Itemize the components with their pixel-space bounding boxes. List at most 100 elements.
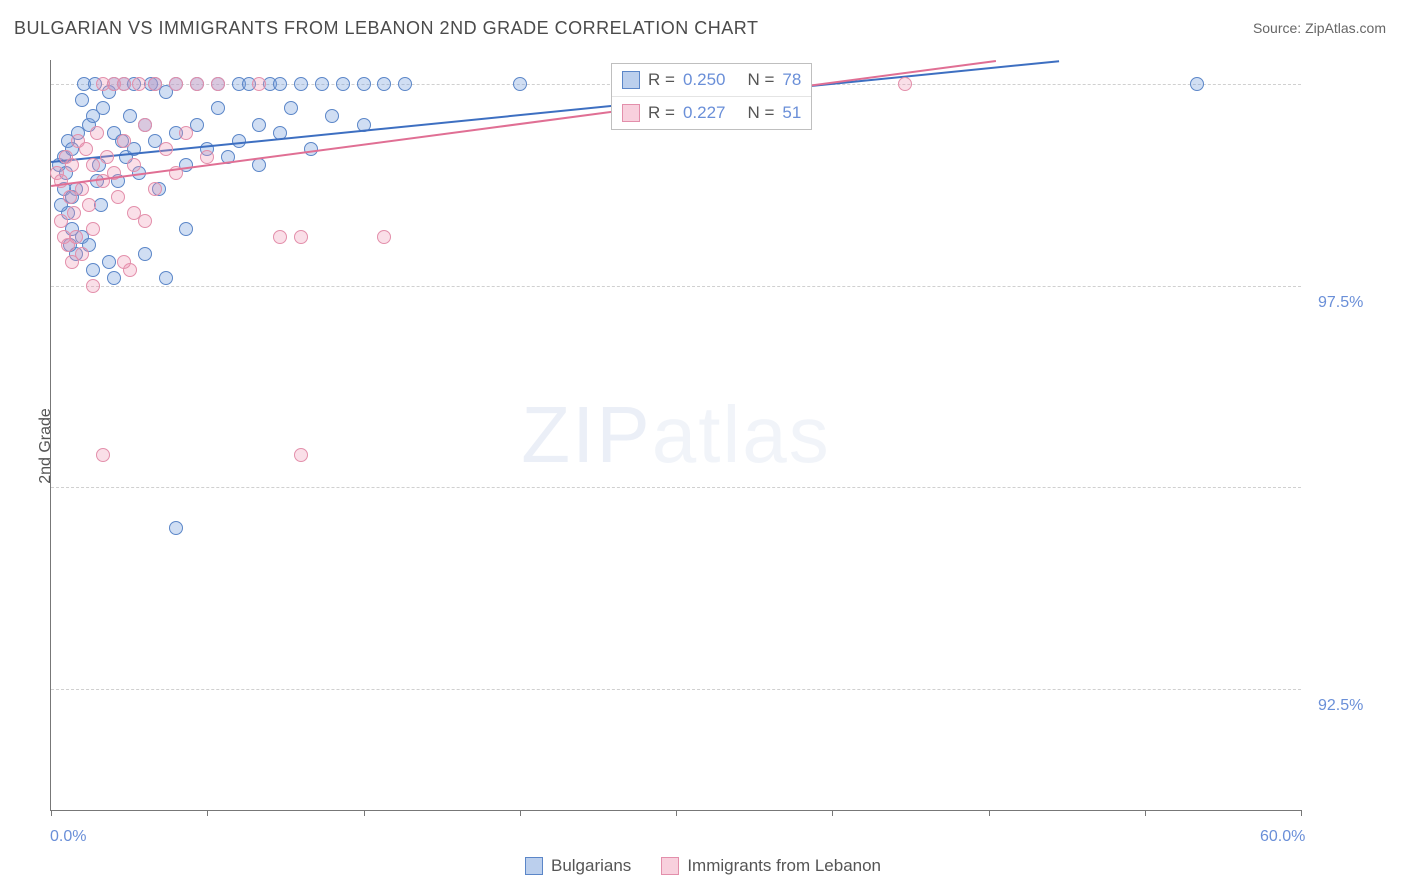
legend-item-bulgarians: Bulgarians <box>525 856 631 876</box>
data-point-bulgarians <box>377 77 391 91</box>
data-point-bulgarians <box>211 101 225 115</box>
r-value: 0.250 <box>683 70 726 90</box>
swatch-pink-icon <box>661 857 679 875</box>
data-point-bulgarians <box>107 271 121 285</box>
data-point-bulgarians <box>94 198 108 212</box>
legend-label-bulgarians: Bulgarians <box>551 856 631 876</box>
r-label: R = <box>648 70 675 90</box>
data-point-lebanon <box>169 77 183 91</box>
data-point-lebanon <box>54 214 68 228</box>
data-point-lebanon <box>138 118 152 132</box>
data-point-bulgarians <box>304 142 318 156</box>
chart-title: BULGARIAN VS IMMIGRANTS FROM LEBANON 2ND… <box>14 18 758 39</box>
data-point-lebanon <box>138 214 152 228</box>
data-point-bulgarians <box>336 77 350 91</box>
gridline-h <box>51 286 1301 287</box>
data-point-bulgarians <box>232 134 246 148</box>
trend-line-bulgarians <box>51 60 1059 163</box>
data-point-bulgarians <box>169 521 183 535</box>
data-point-lebanon <box>252 77 266 91</box>
data-point-lebanon <box>200 150 214 164</box>
x-tick-mark <box>832 810 833 816</box>
data-point-lebanon <box>211 77 225 91</box>
swatch-pink-icon <box>622 104 640 122</box>
data-point-lebanon <box>100 150 114 164</box>
data-point-lebanon <box>117 77 131 91</box>
data-point-bulgarians <box>252 118 266 132</box>
x-tick-mark <box>989 810 990 816</box>
data-point-lebanon <box>294 448 308 462</box>
data-point-lebanon <box>65 158 79 172</box>
watermark-zip: ZIP <box>521 390 651 479</box>
data-point-lebanon <box>75 247 89 261</box>
y-tick-label: 92.5% <box>1318 697 1363 715</box>
data-point-bulgarians <box>357 77 371 91</box>
data-point-lebanon <box>75 182 89 196</box>
x-tick-mark <box>51 810 52 816</box>
data-point-lebanon <box>57 230 71 244</box>
n-label: N = <box>747 70 774 90</box>
gridline-h <box>51 689 1301 690</box>
data-point-bulgarians <box>398 77 412 91</box>
n-value: 78 <box>782 70 801 90</box>
stats-row-lebanon: R =0.227N =51 <box>612 96 811 129</box>
bottom-legend: Bulgarians Immigrants from Lebanon <box>0 856 1406 876</box>
x-tick-mark <box>207 810 208 816</box>
legend-item-lebanon: Immigrants from Lebanon <box>661 856 881 876</box>
data-point-lebanon <box>79 142 93 156</box>
data-point-lebanon <box>127 158 141 172</box>
data-point-lebanon <box>67 206 81 220</box>
data-point-lebanon <box>190 77 204 91</box>
x-tick-mark <box>1145 810 1146 816</box>
data-point-lebanon <box>69 230 83 244</box>
watermark: ZIPatlas <box>521 389 830 481</box>
data-point-lebanon <box>273 230 287 244</box>
stats-box: R =0.250N =78R =0.227N =51 <box>611 63 812 130</box>
data-point-bulgarians <box>294 77 308 91</box>
n-value: 51 <box>782 103 801 123</box>
data-point-lebanon <box>159 142 173 156</box>
data-point-lebanon <box>63 190 77 204</box>
swatch-blue-icon <box>622 71 640 89</box>
data-point-lebanon <box>82 198 96 212</box>
data-point-lebanon <box>294 230 308 244</box>
data-point-lebanon <box>377 230 391 244</box>
data-point-bulgarians <box>75 93 89 107</box>
data-point-bulgarians <box>159 271 173 285</box>
data-point-bulgarians <box>123 109 137 123</box>
data-point-bulgarians <box>86 263 100 277</box>
x-tick-mark <box>676 810 677 816</box>
data-point-bulgarians <box>315 77 329 91</box>
data-point-lebanon <box>148 182 162 196</box>
data-point-lebanon <box>86 222 100 236</box>
y-tick-label: 97.5% <box>1318 294 1363 312</box>
swatch-blue-icon <box>525 857 543 875</box>
data-point-lebanon <box>898 77 912 91</box>
data-point-bulgarians <box>102 255 116 269</box>
data-point-bulgarians <box>179 222 193 236</box>
data-point-bulgarians <box>325 109 339 123</box>
x-tick-mark <box>1301 810 1302 816</box>
r-label: R = <box>648 103 675 123</box>
x-tick-mark <box>364 810 365 816</box>
data-point-bulgarians <box>1190 77 1204 91</box>
data-point-lebanon <box>86 158 100 172</box>
legend-label-lebanon: Immigrants from Lebanon <box>687 856 881 876</box>
x-tick-label: 60.0% <box>1260 828 1305 846</box>
data-point-bulgarians <box>96 101 110 115</box>
data-point-lebanon <box>111 190 125 204</box>
data-point-lebanon <box>117 134 131 148</box>
watermark-atlas: atlas <box>652 390 831 479</box>
data-point-bulgarians <box>273 77 287 91</box>
data-point-bulgarians <box>284 101 298 115</box>
plot-area: ZIPatlas R =0.250N =78R =0.227N =51 <box>50 60 1301 811</box>
n-label: N = <box>747 103 774 123</box>
data-point-lebanon <box>90 126 104 140</box>
data-point-lebanon <box>179 126 193 140</box>
chart-container: { "title": "BULGARIAN VS IMMIGRANTS FROM… <box>0 0 1406 892</box>
x-tick-mark <box>520 810 521 816</box>
gridline-h <box>51 487 1301 488</box>
source-label: Source: ZipAtlas.com <box>1253 20 1386 36</box>
data-point-lebanon <box>96 448 110 462</box>
data-point-bulgarians <box>138 247 152 261</box>
